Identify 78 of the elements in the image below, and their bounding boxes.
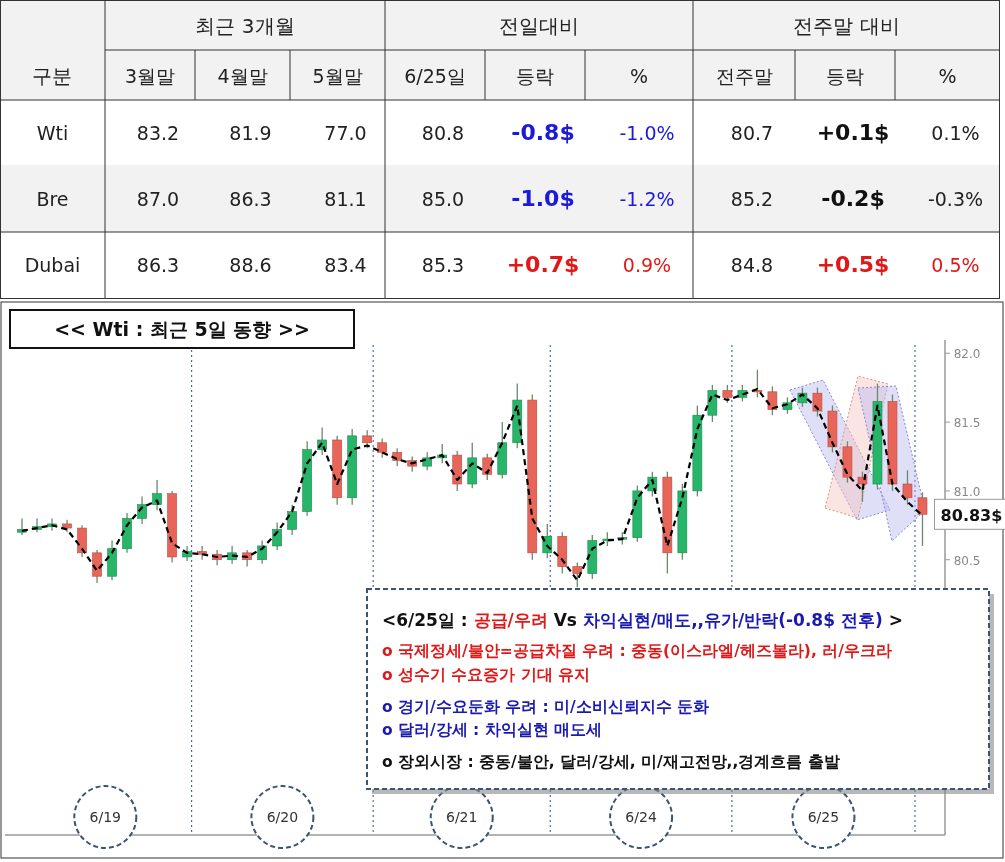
y-tick-label: 82.0 [953,347,981,362]
date-badge: 6/19 [73,785,138,849]
text: 87.0 [136,187,180,210]
candlestick [197,545,207,561]
text: 0.1% [931,121,980,144]
text: 86.3 [136,254,180,276]
text: 84.8 [730,254,774,276]
text: -0.2$ [821,185,885,211]
text: 81.1 [324,187,367,210]
text: +0.7$ [506,252,580,277]
text: -1.0% [619,121,675,144]
annotation: 차익실현/매도,,유가/반락(-0.8$ 전후) [577,610,883,630]
text: -1.0$ [511,185,575,211]
text: 85.3 [421,254,465,276]
text: 86.3 [229,187,272,210]
text: +0.5$ [816,252,890,277]
text: 85.0 [421,187,465,210]
text: -0.3% [927,187,984,210]
text: 83.4 [324,254,367,276]
text: 85.2 [730,187,774,210]
text: 81.9 [229,121,272,144]
annotation: 6/24 [625,809,657,825]
annotation: > [882,610,903,630]
text: 88.6 [229,254,272,276]
text: -0.8$ [511,119,575,145]
annotation: o 달러/강세 : 차익실현 매도세 [382,721,603,739]
text: 전주말 대비 [793,14,900,38]
annotation: 6/21 [446,809,478,825]
candlestick [572,561,583,588]
chart-title: << Wti : 최근 5일 동향 >> [54,318,310,340]
category-label: 전주말 [715,65,773,87]
category-label: % [629,65,649,87]
category-label: Bre [36,187,69,210]
category-label: Dubai [24,254,81,276]
category-label: 등락 [826,65,864,87]
text: 80.7 [730,121,774,144]
text: 구분 [32,64,72,88]
category-label: 6/25일 [404,65,466,87]
category-label: 5월말 [312,65,363,87]
annotation: 6/25 [807,809,840,825]
text: +0.1$ [816,119,890,145]
y-tick-label: 81.0 [953,484,981,499]
candlestick [752,369,763,398]
annotation: 6/20 [266,809,299,825]
text: -1.2% [619,187,675,210]
annotation: o 장외시장 : 중동/불안, 달러/강세, 미/재고전망,,경계흐름 출발 [382,753,840,771]
annotation: o 경기/수요둔화 우려 : 미/소비신뢰지수 둔화 [382,698,710,716]
date-badge: 6/20 [250,785,315,849]
text: 80.8 [421,121,465,144]
annotation: 공급/우려 [467,610,548,630]
candlestick [137,495,147,525]
y-tick-label: 81.5 [953,416,981,431]
category-label: Wti [36,121,69,144]
annotation: 80.83$ [940,506,1003,526]
candlestick [287,504,297,536]
annotation: <6/25일 : [382,610,468,630]
candlestick [377,437,387,459]
annotation: Vs [547,610,577,630]
text: 77.0 [324,121,367,144]
candlestick [902,469,913,506]
annotation: o 국제정세/불안=공급차질 우려 : 중동(이스라엘/헤즈볼라), 러/우크라 [382,642,892,660]
text: 83.2 [136,121,180,144]
text: 최근 3개월 [195,14,295,38]
candlestick [812,387,823,418]
text: 0.9% [622,254,672,276]
category-label: 4월말 [217,65,268,87]
category-label: % [938,65,957,87]
y-tick-label: 80.5 [953,553,981,568]
candlestick [917,491,928,547]
candlestick [767,385,778,416]
annotation: o 성수기 수요증가 기대 유지 [382,666,591,684]
text: 0.5% [931,254,980,276]
candlestick [272,521,282,551]
candlestick [857,470,868,503]
category-label: 3월말 [124,65,176,87]
category-label: 등락 [516,65,554,87]
text: 전일대비 [499,14,579,38]
annotation: 6/19 [89,809,122,825]
